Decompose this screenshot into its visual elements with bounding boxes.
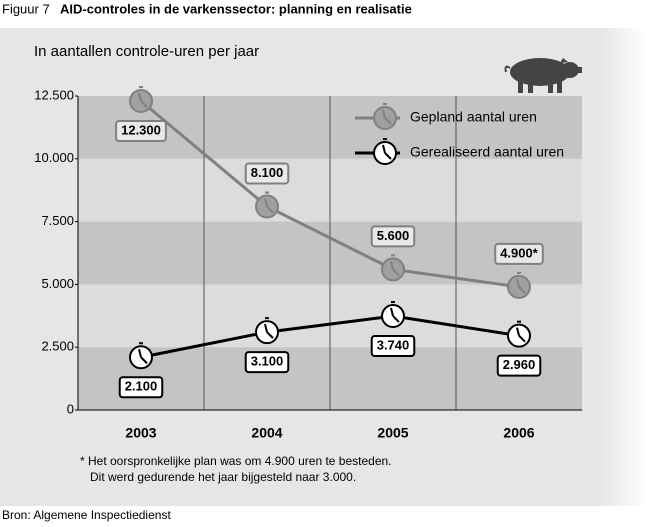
clock-hand xyxy=(384,117,392,125)
data-label: 8.100 xyxy=(251,165,284,180)
point-marker xyxy=(507,320,531,348)
clock-hand xyxy=(390,261,394,270)
data-label: 5.600 xyxy=(377,228,410,243)
chart-title: AID-controles in de varkenssector: plann… xyxy=(60,1,412,16)
point-marker xyxy=(381,301,405,329)
point-marker xyxy=(129,86,153,114)
legend-label: Gerealiseerd aantal uren xyxy=(410,144,564,160)
point-marker xyxy=(129,342,153,370)
point-marker xyxy=(507,271,531,299)
data-label: 12.300 xyxy=(121,122,161,137)
clock-hand xyxy=(384,152,392,160)
note: Dit werd gedurende het jaar bijgesteld n… xyxy=(90,470,356,484)
clock-hand xyxy=(140,100,148,108)
data-label-box xyxy=(370,335,416,358)
clock-hand xyxy=(138,92,142,102)
series-line xyxy=(140,99,520,289)
clock-hand xyxy=(392,268,400,277)
clock-hand xyxy=(518,334,526,343)
point-marker xyxy=(381,254,405,282)
data-label-box xyxy=(118,376,164,399)
y-tick-label: 5.000 xyxy=(41,276,74,291)
x-tick-label: 2003 xyxy=(125,425,156,441)
data-label-box xyxy=(496,354,542,377)
series-line xyxy=(140,314,520,359)
y-tick-label: 7.500 xyxy=(41,213,74,228)
point-marker xyxy=(255,317,279,345)
figure-label: Figuur 7 xyxy=(2,1,50,16)
clock-hand xyxy=(266,205,274,214)
clock-hand xyxy=(518,286,526,294)
y-tick-label: 10.000 xyxy=(34,150,74,165)
x-tick-label: 2004 xyxy=(251,425,282,441)
clock-hand xyxy=(264,323,268,333)
data-label: 2.100 xyxy=(125,379,158,394)
subtitle: In aantallen controle-uren per jaar xyxy=(34,43,259,60)
data-label-box xyxy=(244,351,290,374)
clock-hand xyxy=(266,331,274,339)
x-tick-label: 2005 xyxy=(377,425,408,441)
clock-hand xyxy=(390,307,394,317)
data-label-box xyxy=(370,225,416,248)
clock-hand xyxy=(264,198,268,207)
clock-hand xyxy=(382,144,386,154)
clock-hand xyxy=(516,278,520,288)
panel-fade xyxy=(600,28,647,506)
x-tick-label: 2006 xyxy=(503,425,534,441)
data-label-box xyxy=(115,120,167,143)
clock-hand xyxy=(516,327,520,336)
data-label-box xyxy=(244,162,290,185)
source: Bron: Algemene Inspectiedienst xyxy=(2,508,171,522)
legend-marker xyxy=(373,138,397,165)
legend-label: Gepland aantal uren xyxy=(410,109,537,125)
pig-icon xyxy=(504,58,582,93)
legend-marker xyxy=(373,103,397,130)
data-label: 3.740 xyxy=(377,337,410,352)
clock-hand xyxy=(382,109,386,119)
data-label-box xyxy=(494,242,544,265)
data-label: 2.960 xyxy=(503,357,536,372)
y-tick-label: 0 xyxy=(67,401,74,416)
clock-hand xyxy=(138,349,142,358)
note: * Het oorspronkelijke plan was om 4.900 … xyxy=(80,454,392,468)
data-label: 3.100 xyxy=(251,354,284,369)
clock-hand xyxy=(140,356,148,364)
point-marker xyxy=(255,191,279,219)
clock-hand xyxy=(392,315,400,323)
y-tick-label: 12.500 xyxy=(34,87,74,102)
data-label: 4.900* xyxy=(500,245,539,260)
y-tick-label: 2.500 xyxy=(41,339,74,354)
